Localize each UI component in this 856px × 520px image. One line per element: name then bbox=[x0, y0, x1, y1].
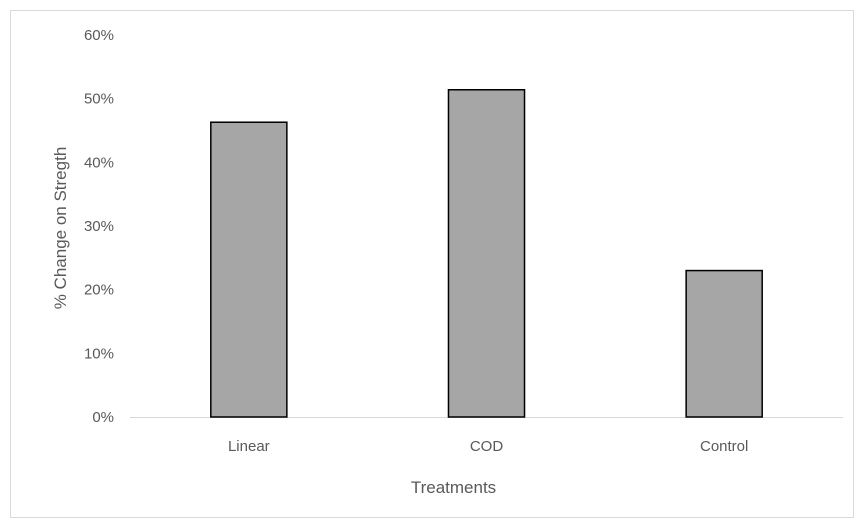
bar-linear bbox=[210, 121, 288, 418]
y-tick-label: 0% bbox=[92, 409, 114, 426]
chart-frame bbox=[10, 10, 854, 518]
y-tick-label: 10% bbox=[84, 345, 114, 362]
bars bbox=[210, 89, 763, 418]
x-axis-title: Treatments bbox=[411, 478, 496, 497]
y-tick-label: 60% bbox=[84, 27, 114, 44]
y-tick-label: 30% bbox=[84, 218, 114, 235]
x-tick-label: Control bbox=[700, 438, 748, 455]
y-tick-label: 20% bbox=[84, 282, 114, 299]
y-axis-ticks: 0% 10% 20% 30% 40% 50% 60% bbox=[84, 27, 114, 426]
x-axis-ticks: Linear COD Control bbox=[228, 438, 748, 455]
bar-cod bbox=[447, 89, 526, 418]
y-tick-label: 50% bbox=[84, 91, 114, 108]
y-tick-label: 40% bbox=[84, 154, 114, 171]
y-axis-title: % Change on Stregth bbox=[51, 147, 70, 310]
bar-control bbox=[685, 269, 763, 418]
x-tick-label: COD bbox=[470, 438, 504, 455]
x-tick-label: Linear bbox=[228, 438, 270, 455]
